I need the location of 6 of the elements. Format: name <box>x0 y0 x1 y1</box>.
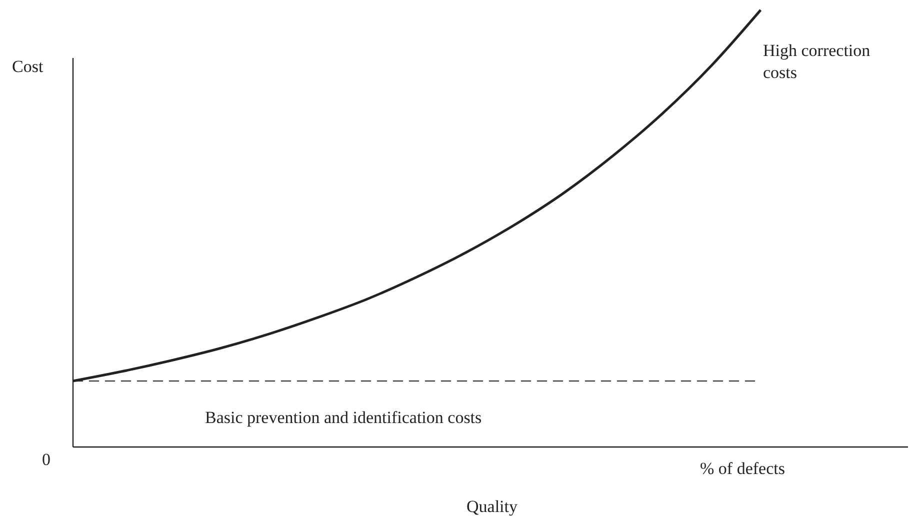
x-axis-title: Quality <box>466 497 518 516</box>
annotation: High correction costs <box>763 41 871 82</box>
text: 0 <box>42 450 50 469</box>
text: % of defects <box>700 459 785 478</box>
ref-line-label: Basic prevention and identification costs <box>205 408 482 428</box>
y-axis-title: Cost <box>12 57 44 76</box>
